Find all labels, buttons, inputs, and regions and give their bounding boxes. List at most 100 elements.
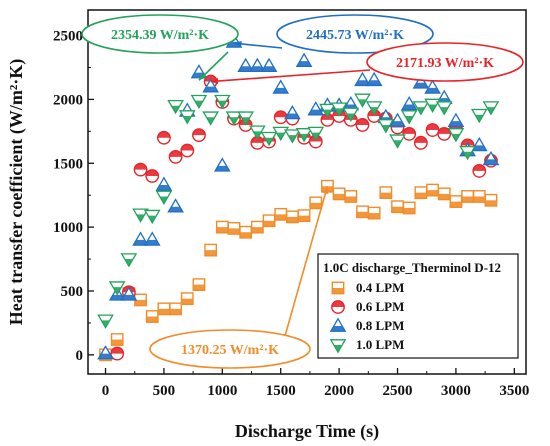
data-point-fill	[146, 169, 159, 177]
data-point-fill	[483, 159, 499, 165]
data-point-fill	[358, 99, 367, 107]
data-point-fill	[263, 220, 275, 227]
data-point-fill	[472, 145, 487, 151]
data-point-fill	[391, 206, 404, 213]
data-point-fill	[298, 215, 310, 222]
annotation-ellipse	[149, 329, 311, 369]
x-tick-label: 500	[153, 383, 176, 399]
data-point-fill	[101, 320, 110, 328]
data-point-fill	[356, 118, 369, 125]
annotation-callout: 1370.25 W/m²·K	[149, 186, 329, 369]
annotations: 2354.39 W/m²·K 2445.73 W/m²·K 2171.93 W/m²…	[81, 14, 524, 369]
legend-entry-label: 0.4 LPM	[356, 280, 404, 295]
data-point-fill	[448, 121, 464, 127]
y-tick-label: 2000	[53, 92, 83, 108]
plot-border	[87, 9, 527, 375]
data-point-fill	[473, 164, 486, 171]
data-point-fill	[464, 151, 472, 159]
data-point-fill	[461, 196, 474, 203]
data-point-fill	[366, 80, 382, 86]
data-marks	[97, 33, 500, 362]
data-point-fill	[181, 144, 194, 151]
data-point-fill	[121, 294, 137, 301]
x-tick-label: 1000	[207, 383, 237, 399]
annotation-text: 2445.73 W/m²·K	[306, 28, 404, 43]
annotation-arrowhead	[234, 40, 242, 48]
legend-marker-fill	[332, 288, 344, 294]
data-point-fill	[110, 294, 125, 301]
legend-marker-fill	[331, 300, 345, 307]
data-point-fill	[347, 113, 355, 121]
data-point-fill	[380, 192, 392, 199]
series-0-8-lpm	[97, 33, 500, 360]
data-point-fill	[356, 211, 369, 218]
data-point-fill	[203, 86, 218, 92]
data-point-fill	[335, 108, 343, 116]
data-point-fill	[195, 100, 203, 108]
data-point-fill	[134, 163, 147, 170]
data-point-fill	[296, 61, 312, 67]
data-point-fill	[160, 196, 168, 204]
data-point-fill	[242, 117, 250, 125]
y-tick-label: 1000	[53, 220, 83, 236]
data-point-fill	[308, 109, 323, 115]
data-point-fill	[417, 107, 425, 115]
data-point-fill	[355, 80, 370, 86]
data-point-fill	[238, 66, 253, 72]
data-point-fill	[239, 232, 252, 238]
data-point-fill	[370, 107, 378, 115]
legend-marker-fill	[330, 326, 346, 332]
annotation-ellipse	[276, 14, 434, 54]
data-point-fill	[286, 216, 299, 223]
data-point-fill	[192, 128, 206, 136]
x-tick-label: 0	[102, 383, 110, 399]
data-point-fill	[133, 239, 148, 246]
annotation-arrow	[210, 69, 371, 83]
data-point-fill	[169, 308, 182, 315]
data-point-fill	[113, 287, 121, 295]
data-point-fill	[125, 259, 133, 267]
annotation-callout: 2354.39 W/m²·K	[81, 14, 239, 81]
data-point-fill	[172, 105, 180, 113]
data-point-fill	[111, 339, 123, 346]
y-tick-label: 500	[61, 284, 84, 300]
data-point-fill	[169, 150, 182, 157]
data-point-fill	[148, 215, 156, 223]
data-point-fill	[215, 165, 230, 172]
data-point-fill	[425, 87, 440, 94]
data-point-fill	[183, 116, 191, 124]
data-point-fill	[288, 135, 296, 143]
data-point-fill	[440, 107, 448, 115]
annotation-text: 2354.39 W/m²·K	[111, 28, 209, 43]
annotation-arrow	[284, 186, 329, 337]
data-point-fill	[157, 131, 171, 138]
x-tick-label: 2000	[324, 383, 354, 399]
data-point-fill	[473, 196, 485, 203]
data-point-fill	[136, 214, 145, 222]
annotation-callout: 2171.93 W/m²·K	[210, 42, 524, 85]
data-point-fill	[345, 196, 357, 203]
data-point-fill	[146, 316, 158, 323]
data-point-fill	[485, 200, 497, 207]
data-point-fill	[253, 131, 261, 139]
data-point-fill	[475, 114, 483, 122]
x-tick-label: 2500	[383, 383, 413, 399]
data-point-fill	[230, 117, 238, 125]
data-point-fill	[216, 227, 229, 233]
data-point-fill	[285, 113, 300, 119]
data-point-fill	[393, 140, 402, 148]
data-point-fill	[333, 193, 345, 200]
data-point-fill	[426, 190, 439, 196]
x-tick-label: 3000	[441, 383, 471, 399]
data-point-fill	[204, 250, 217, 256]
data-point-fill	[403, 127, 416, 134]
data-point-fill	[487, 107, 495, 115]
data-point-fill	[426, 123, 439, 131]
annotation-arrowhead	[198, 72, 207, 81]
x-axis-title: Discharge Time (s)	[235, 421, 379, 442]
legend-entry-label: 1.0 LPM	[356, 337, 404, 352]
annotation-text: 2171.93 W/m²·K	[396, 56, 494, 71]
y-tick-label: 2500	[53, 29, 83, 45]
data-point-fill	[218, 100, 226, 108]
data-point-fill	[323, 109, 332, 117]
